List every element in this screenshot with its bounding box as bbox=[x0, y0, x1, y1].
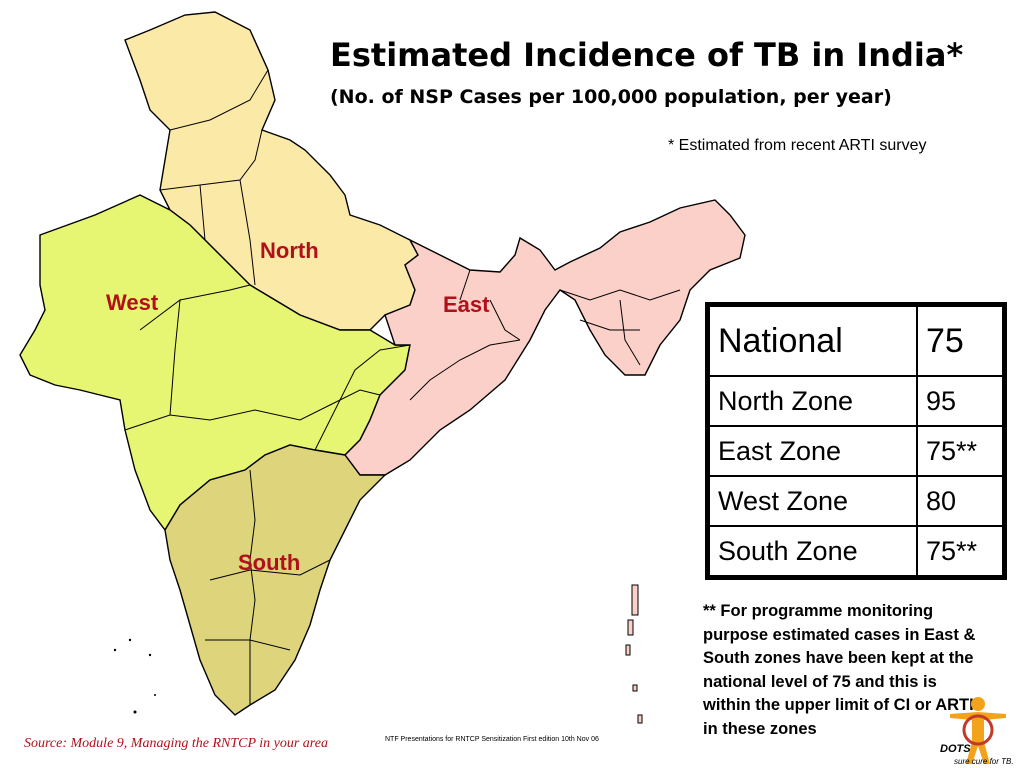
table-cell-zone: West Zone bbox=[708, 475, 918, 527]
table-cell-value: 75** bbox=[916, 525, 1004, 577]
table-row: National 75 bbox=[708, 305, 1004, 377]
page-title: Estimated Incidence of TB in India* bbox=[330, 36, 964, 74]
table-cell-zone: National bbox=[708, 305, 918, 377]
table-row: West Zone 80 bbox=[708, 475, 1004, 527]
zone-label-west: West bbox=[106, 290, 159, 315]
table-cell-value: 80 bbox=[916, 475, 1004, 527]
table-row: East Zone 75** bbox=[708, 425, 1004, 477]
dots-logo: DOTS sure cure for TB. bbox=[940, 697, 1014, 766]
table-cell-zone: South Zone bbox=[708, 525, 918, 577]
state-borders bbox=[124, 69, 681, 705]
table-row: South Zone 75** bbox=[708, 525, 1004, 577]
table-cell-zone: East Zone bbox=[708, 425, 918, 477]
zone-east-region bbox=[344, 199, 746, 476]
ntf-credit: NTF Presentations for RNTCP Sensitizatio… bbox=[385, 736, 599, 743]
logo-text-sub: sure cure for TB. bbox=[954, 757, 1014, 766]
zone-label-east: East bbox=[443, 292, 490, 317]
table-cell-value: 95 bbox=[916, 375, 1004, 427]
incidence-table: National 75 North Zone 95 East Zone 75**… bbox=[705, 302, 1007, 580]
source-citation: Source: Module 9, Managing the RNTCP in … bbox=[24, 736, 328, 751]
zone-label-south: South bbox=[238, 550, 301, 575]
andaman-islands bbox=[625, 584, 643, 724]
programme-monitoring-note: ** For programme monitoring purpose esti… bbox=[703, 602, 976, 738]
arti-footnote: * Estimated from recent ARTI survey bbox=[668, 137, 927, 154]
table-cell-value: 75** bbox=[916, 425, 1004, 477]
logo-text-main: DOTS bbox=[940, 743, 971, 755]
zone-label-north: North bbox=[260, 238, 319, 263]
page-subtitle: (No. of NSP Cases per 100,000 population… bbox=[330, 86, 892, 108]
table-row: North Zone 95 bbox=[708, 375, 1004, 427]
table-cell-value: 75 bbox=[916, 305, 1004, 377]
table-cell-zone: North Zone bbox=[708, 375, 918, 427]
lakshadweep-islands bbox=[113, 638, 156, 714]
